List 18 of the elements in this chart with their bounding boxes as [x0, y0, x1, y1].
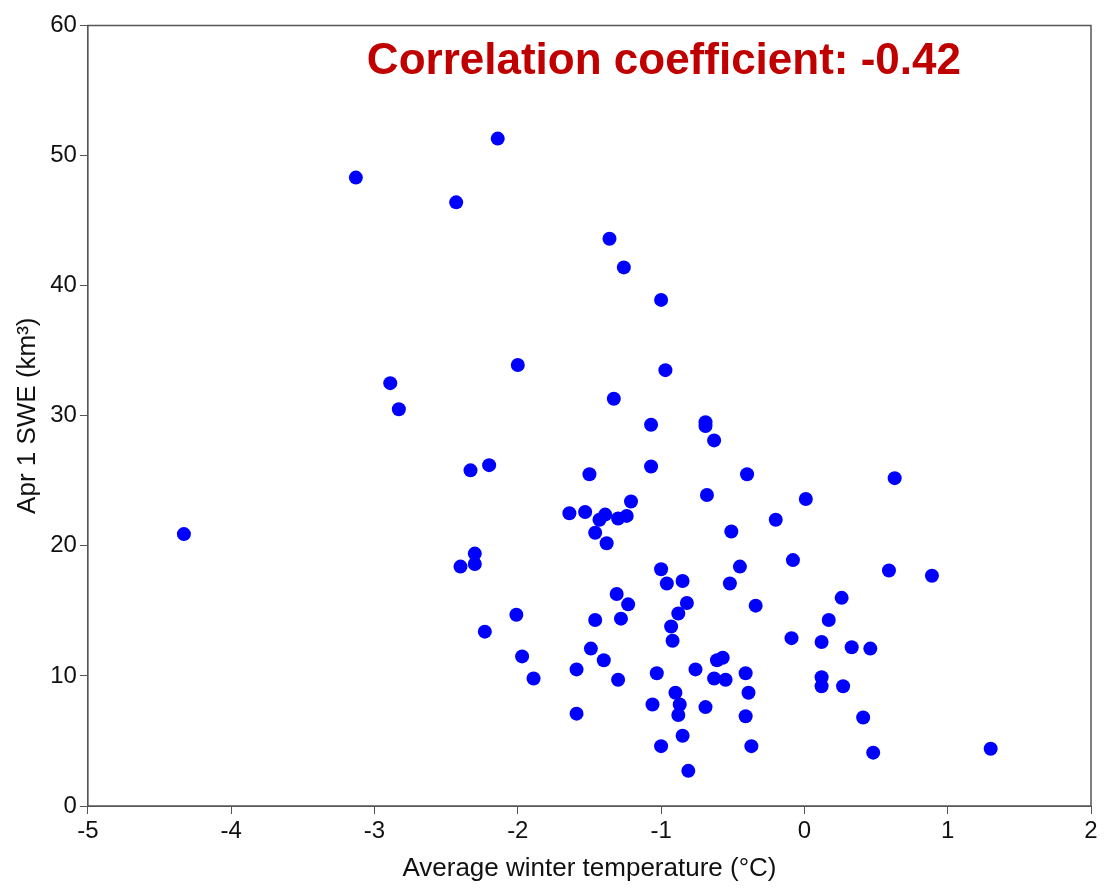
y-tick-label: 0 — [63, 790, 77, 818]
y-tick-label: 50 — [50, 140, 77, 168]
x-tick-label: -3 — [363, 816, 386, 844]
x-axis-title: Average winter temperature (°C) — [402, 851, 777, 882]
x-tick-label: 0 — [797, 816, 812, 844]
y-tick-label: 20 — [50, 530, 77, 558]
x-tick-label: -5 — [77, 816, 99, 844]
x-tick-label: 1 — [941, 816, 955, 844]
y-tick-label: 10 — [50, 660, 77, 688]
x-tick-label: -2 — [507, 816, 529, 844]
x-tick-label: 2 — [1084, 816, 1098, 844]
x-tick-label: -1 — [650, 816, 672, 844]
y-tick-label: 60 — [50, 10, 77, 38]
y-axis-title: Apr 1 SWE (km³) — [10, 317, 41, 514]
x-tick-label: -4 — [220, 816, 242, 844]
y-tick-label: 30 — [50, 400, 77, 428]
y-tick-label: 40 — [50, 270, 77, 298]
annotation: Correlation coefficient: -0.42 — [366, 33, 961, 83]
